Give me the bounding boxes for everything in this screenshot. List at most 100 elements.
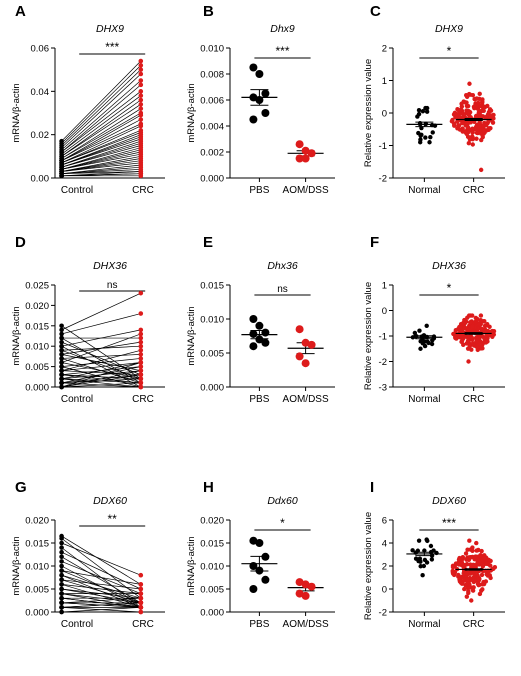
data-point xyxy=(472,563,477,568)
panel-b: B Dhx9 0.000 0.002 0.004 0.006 0.008 0.010 mRNA/… xyxy=(186,3,335,196)
pair-line xyxy=(61,149,141,170)
x-tick-label: PBS xyxy=(249,619,269,630)
x-tick-label: Normal xyxy=(408,394,440,405)
data-point xyxy=(420,109,426,114)
y-tick-label: -2 xyxy=(379,174,387,185)
significance-label: *** xyxy=(105,40,119,54)
data-point xyxy=(478,313,484,318)
data-point xyxy=(465,315,470,320)
data-point xyxy=(470,313,475,318)
pair-line xyxy=(61,108,141,159)
data-point xyxy=(480,563,486,569)
data-point xyxy=(481,128,487,133)
point-case xyxy=(138,331,144,337)
pair-line xyxy=(61,158,141,172)
point-control xyxy=(59,360,64,365)
point-control xyxy=(59,572,64,578)
y-tick-label: 0.015 xyxy=(25,539,49,550)
point-control xyxy=(59,327,64,333)
point-control xyxy=(59,356,64,361)
point-case xyxy=(138,290,144,296)
data-point xyxy=(456,572,461,578)
y-tick-label: 0.020 xyxy=(25,301,49,312)
y-tick-label: 0.000 xyxy=(25,383,49,394)
pair-line xyxy=(61,574,141,599)
point-case xyxy=(138,117,144,122)
point-control xyxy=(59,609,64,615)
data-point xyxy=(478,552,483,558)
y-tick-label: -2 xyxy=(379,357,387,368)
data-point xyxy=(471,585,476,590)
data-point xyxy=(429,557,435,562)
point-control xyxy=(59,343,64,349)
data-point xyxy=(487,107,493,112)
data-point xyxy=(477,591,483,597)
data-point xyxy=(255,335,264,344)
data-point xyxy=(416,107,422,113)
y-tick-label: 0.06 xyxy=(31,44,50,55)
pair-line xyxy=(61,313,141,335)
chart-title: Dhx9 xyxy=(270,23,295,35)
chart-title: DDX60 xyxy=(93,495,127,507)
data-point xyxy=(249,585,258,593)
data-point xyxy=(295,140,304,149)
y-tick-label: 0.005 xyxy=(25,362,49,373)
pair-line xyxy=(61,362,141,388)
pair-line xyxy=(61,151,141,170)
data-point xyxy=(467,343,472,349)
y-axis-label: mRNA/β-actin xyxy=(11,536,22,595)
pair-line xyxy=(61,132,141,164)
data-point xyxy=(295,325,304,334)
data-point xyxy=(453,335,458,341)
point-control xyxy=(59,554,64,560)
chart-title: DHX36 xyxy=(93,260,127,272)
data-point xyxy=(450,117,455,123)
data-point xyxy=(466,570,472,575)
data-point xyxy=(477,321,483,327)
point-control xyxy=(59,540,64,546)
panel-letter: H xyxy=(203,479,214,496)
data-point xyxy=(480,123,486,128)
panel-letter: I xyxy=(370,479,374,496)
point-case xyxy=(138,360,144,365)
point-control xyxy=(59,339,64,345)
data-point xyxy=(420,341,425,346)
data-point xyxy=(479,326,484,331)
data-point xyxy=(466,111,471,116)
panel-h: H Ddx60 0.000 0.005 0.010 0.015 0.020mRNA/β-ac… xyxy=(186,479,335,630)
data-point xyxy=(459,333,464,338)
y-tick-label: -2 xyxy=(379,608,387,619)
data-point xyxy=(295,352,304,361)
data-point xyxy=(420,573,425,578)
data-point xyxy=(477,111,482,117)
point-case xyxy=(138,376,144,382)
x-tick-label: AOM/DSS xyxy=(283,619,329,630)
data-point xyxy=(249,342,258,351)
data-point xyxy=(465,103,471,109)
point-case xyxy=(138,609,144,615)
point-case xyxy=(138,368,144,373)
chart-title: DHX9 xyxy=(435,23,463,35)
data-point xyxy=(428,135,433,140)
data-point xyxy=(489,113,494,118)
point-control xyxy=(59,335,64,341)
panel-letter: D xyxy=(15,234,26,251)
data-point xyxy=(482,319,487,324)
point-case xyxy=(138,582,144,587)
data-point xyxy=(474,540,479,546)
data-point xyxy=(480,587,485,592)
point-case xyxy=(138,97,144,103)
pair-line xyxy=(61,374,141,388)
data-point xyxy=(482,556,487,562)
y-tick-label: 0.02 xyxy=(31,130,50,141)
point-case xyxy=(138,352,144,357)
point-case xyxy=(138,384,144,390)
y-tick-label: -1 xyxy=(379,141,387,152)
pair-line xyxy=(61,112,141,159)
data-point xyxy=(467,137,473,142)
pair-line xyxy=(61,325,141,380)
panel-e: E Dhx36 0.000 0.005 0.010 0.015 mRNA/β-actin PB… xyxy=(186,234,335,405)
pair-line xyxy=(61,155,141,172)
x-tick-label: AOM/DSS xyxy=(283,394,329,405)
pair-line xyxy=(61,556,141,604)
